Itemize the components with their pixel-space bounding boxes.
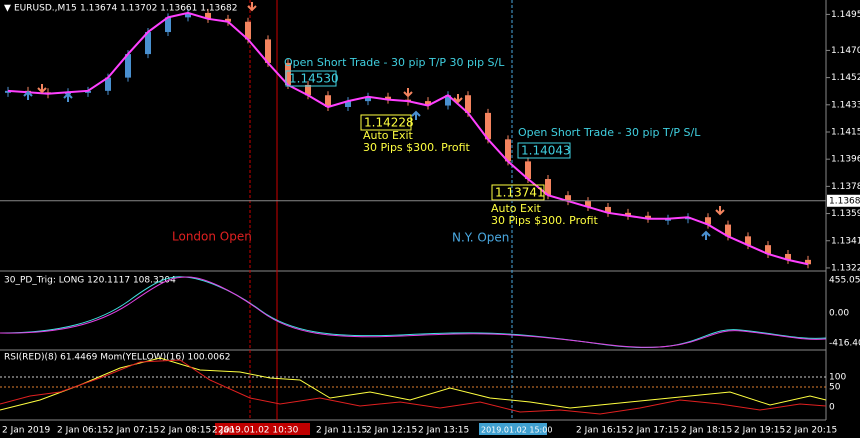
candle: [385, 96, 391, 100]
price-tick-label: 1.13595: [831, 209, 860, 219]
candle: [545, 179, 551, 196]
candle: [285, 62, 291, 85]
candle: [325, 95, 331, 108]
time-label: 2 Jan 18:15: [681, 426, 732, 436]
candle: [805, 259, 811, 265]
axis-label: 455.0504: [829, 276, 860, 286]
session-label: N.Y. Open: [452, 231, 509, 245]
exit-price: 1.13741: [495, 186, 545, 200]
candle: [125, 54, 131, 78]
moving-average: [7, 11, 809, 266]
price-tick-label: 1.14705: [831, 46, 860, 56]
candle: [425, 101, 431, 106]
candle: [485, 112, 491, 140]
session-label: London Open: [172, 230, 252, 244]
current-price-box: [827, 194, 860, 207]
candle: [205, 12, 211, 19]
axis-label: 0.00: [829, 309, 849, 319]
price-tick-label: 1.14520: [831, 73, 860, 83]
rsi-line: [0, 359, 827, 415]
candle: [145, 32, 151, 55]
time-label: 2 Jan 19:15: [734, 426, 785, 436]
exit-price: 1.14228: [364, 116, 414, 130]
time-marker: 2019.01.02 15:00: [481, 426, 552, 435]
candle: [785, 253, 791, 260]
time-label: 2 Jan 12:15: [366, 426, 417, 436]
exit-title: Auto Exit: [491, 202, 542, 215]
exit-note: 30 Pips $300. Profit: [491, 214, 599, 227]
exit-box: [360, 114, 412, 131]
header-arrow: ▼: [4, 4, 11, 14]
exit-note: 30 Pips $300. Profit: [363, 141, 471, 154]
price-tick-label: 1.13410: [831, 236, 860, 246]
time-marker-box: [215, 423, 310, 435]
candle: [505, 139, 511, 162]
axis-label: 50: [829, 383, 841, 393]
exit-box: [491, 184, 545, 201]
time-label: 2 Jan 08:15: [160, 426, 211, 436]
time-label: 2 Jan 11:15: [316, 426, 367, 436]
candle: [585, 201, 591, 207]
candle: [345, 101, 351, 108]
candle: [725, 224, 731, 237]
indicator-label: 30_PD_Trig: LONG 120.1117 108.3204: [4, 276, 176, 286]
trade-title: Open Short Trade - 30 pip T/P 30 pip S/L: [284, 56, 505, 69]
candle: [705, 217, 711, 225]
candle: [605, 206, 611, 213]
candle: [645, 215, 651, 219]
price-tick-label: 1.13965: [831, 155, 860, 165]
candle: [525, 161, 531, 180]
price-tick-label: 1.14150: [831, 127, 860, 137]
axis-label: 100: [829, 373, 846, 383]
candle: [245, 21, 251, 40]
time-label: 2 Jan 06:15: [57, 426, 108, 436]
price-tick-label: 1.13780: [831, 182, 860, 192]
current-price: 1.13682: [829, 196, 860, 206]
time-label: 2 Jan 20:15: [786, 426, 837, 436]
time-label: 2 Jan 07:15: [108, 426, 159, 436]
time-label: 2 Jan 17:15: [628, 426, 679, 436]
time-marker: 2019.01.02 10:30: [218, 426, 299, 436]
candle: [625, 212, 631, 216]
axis-label: -416.4026: [829, 339, 860, 349]
symbol: EURUSD.,M15: [14, 4, 77, 14]
entry-box: [285, 70, 337, 87]
candle: [265, 39, 271, 63]
candle: [165, 17, 171, 33]
entry-price: 1.14530: [289, 72, 339, 86]
time-label: 2 Jan 2019: [2, 426, 50, 436]
candle: [305, 84, 311, 96]
candle: [225, 18, 231, 22]
ohlc: 1.13674 1.13702 1.13661 1.13682: [80, 4, 237, 14]
exit-title: Auto Exit: [363, 129, 414, 142]
trade-title: Open Short Trade - 30 pip T/P S/L: [518, 126, 701, 139]
price-tick-label: 1.14335: [831, 100, 860, 110]
candle: [565, 195, 571, 202]
signal-arrows: [23, 2, 725, 240]
candle: [105, 77, 111, 91]
candle: [445, 95, 451, 106]
time-label: 2 Jan: [212, 426, 234, 436]
time-label: 2 Jan 16:15: [576, 426, 627, 436]
entry-price: 1.14043: [521, 144, 571, 158]
candle: [745, 236, 751, 246]
axis-label: 0: [829, 403, 835, 413]
candle: [465, 95, 471, 113]
time-label: 2 Jan 13:15: [418, 426, 469, 436]
price-tick-label: 1.14950: [831, 10, 860, 20]
entry-box: [517, 142, 571, 159]
oscillator-line: [0, 276, 827, 348]
indicator-label: RSI(RED)(8) 61.4469 Mom(YELLOW)(16) 100.…: [4, 353, 230, 363]
candle: [365, 96, 371, 102]
candle: [185, 12, 191, 18]
time-marker-box: [479, 423, 547, 435]
candle: [765, 245, 771, 254]
price-tick-label: 1.13225: [831, 263, 860, 273]
oscillator-line: [0, 276, 827, 348]
